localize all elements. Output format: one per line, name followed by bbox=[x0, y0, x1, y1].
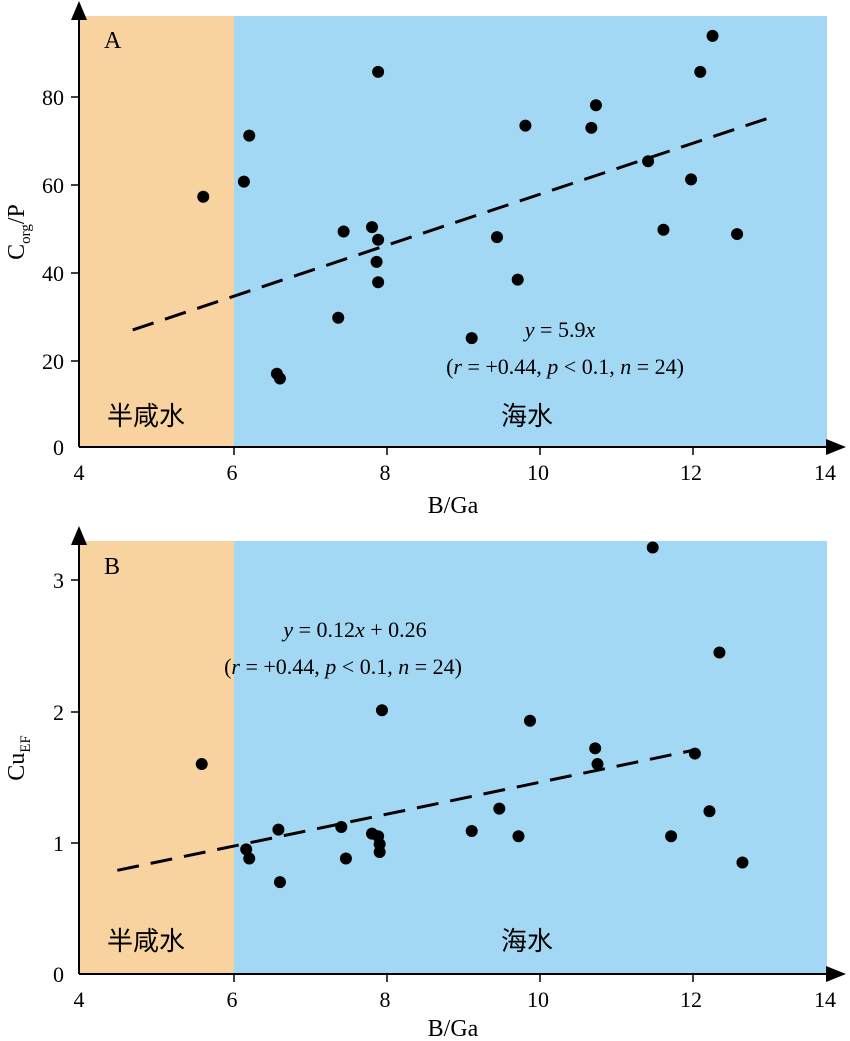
panel-b-fit-line bbox=[117, 748, 697, 872]
panel-a-equation: y = 5.9x bbox=[523, 317, 596, 342]
panel-a-data-point bbox=[491, 231, 504, 244]
panel-a-x-axis-title: B/Ga bbox=[428, 493, 479, 519]
panel-a-data-point bbox=[706, 29, 719, 42]
panel-a-data-point bbox=[237, 175, 250, 188]
panel-a-y-tick-label: 80 bbox=[42, 85, 64, 110]
panel-a-fit-line bbox=[132, 115, 774, 332]
panel-a: A 半咸水 海水 4 6 8 10 12 14 0 20 40 60 80 B/… bbox=[4, 1, 846, 519]
panel-a-data-point bbox=[337, 225, 350, 238]
panel-a-data-point bbox=[511, 273, 524, 286]
panel-a-data-point bbox=[197, 190, 210, 203]
panel-a-data-point bbox=[332, 311, 345, 324]
panel-a-brackish-label: 半咸水 bbox=[107, 402, 185, 432]
panel-a-x-tick-label: 14 bbox=[814, 460, 836, 485]
panel-b-data-point bbox=[665, 830, 678, 843]
panel-a-x-tick-label: 12 bbox=[680, 460, 702, 485]
panel-a-seawater-region bbox=[234, 16, 827, 447]
panel-a-data-point bbox=[465, 332, 478, 345]
panel-b-data-point bbox=[591, 758, 604, 771]
panel-a-data-point bbox=[694, 65, 707, 78]
panel-a-statistics: (r = +0.44, p < 0.1, n = 24) bbox=[446, 354, 684, 379]
panel-b-seawater-region bbox=[234, 541, 827, 974]
panel-b-y-tick-label: 1 bbox=[53, 831, 64, 856]
panel-b-data-point bbox=[688, 747, 701, 760]
panel-a-label: A bbox=[104, 28, 122, 54]
panel-b-x-tick-label: 4 bbox=[74, 987, 85, 1012]
panel-b-y-axis-arrow bbox=[71, 526, 87, 545]
panel-b-data-point bbox=[272, 823, 285, 836]
panel-a-data-point bbox=[372, 233, 385, 246]
panel-a-y-axis-title: Corg/P bbox=[4, 204, 34, 260]
panel-b-x-axis-arrow bbox=[826, 966, 846, 982]
panel-a-data-point bbox=[273, 372, 286, 385]
panel-b-data-point bbox=[335, 821, 348, 834]
panel-a-data-point bbox=[731, 228, 744, 241]
panel-a-x-axis-arrow bbox=[826, 439, 846, 455]
panel-b-data-point bbox=[703, 805, 716, 818]
panel-b-y-tick-label: 3 bbox=[53, 568, 64, 593]
panel-a-data-point bbox=[370, 255, 383, 268]
panel-a-data-point bbox=[372, 276, 385, 289]
panel-a-data-point bbox=[585, 121, 598, 134]
panel-b-brackish-label: 半咸水 bbox=[107, 927, 185, 957]
panel-a-data-point bbox=[642, 155, 655, 168]
panel-b-x-axis-title: B/Ga bbox=[428, 1016, 479, 1041]
panel-a-x-tick-label: 10 bbox=[527, 460, 549, 485]
panel-b-data-point bbox=[243, 852, 256, 865]
panel-a-data-point bbox=[365, 221, 378, 234]
panel-a-points bbox=[197, 29, 744, 385]
panel-a-x-tick-label: 8 bbox=[380, 460, 391, 485]
panel-b-points bbox=[195, 541, 749, 889]
panel-b-brackish-region bbox=[79, 541, 234, 974]
panel-b-data-point bbox=[713, 646, 726, 659]
panel-a-brackish-region bbox=[79, 16, 234, 447]
panel-b-y-tick-label: 2 bbox=[53, 700, 64, 725]
panel-b-x-tick-label: 10 bbox=[527, 987, 549, 1012]
panel-b-data-point bbox=[512, 830, 525, 843]
panel-b-x-tick-label: 12 bbox=[680, 987, 702, 1012]
panel-b-y-axis-title: CuEF bbox=[4, 735, 34, 781]
panel-a-y-tick-label: 0 bbox=[53, 435, 64, 460]
panel-a-y-tick-label: 60 bbox=[42, 173, 64, 198]
panel-b-label: B bbox=[104, 554, 120, 580]
panel-b-fit-line-group bbox=[117, 748, 697, 872]
panel-b-data-point bbox=[736, 856, 749, 869]
panel-a-data-point bbox=[243, 129, 256, 142]
panel-a-y-axis-arrow bbox=[71, 1, 87, 20]
panel-a-fit-line-group bbox=[132, 115, 774, 332]
panel-b-seawater-label: 海水 bbox=[501, 927, 553, 957]
panel-b-data-point bbox=[195, 758, 208, 771]
panel-b-statistics: (r = +0.44, p < 0.1, n = 24) bbox=[224, 654, 462, 679]
panel-b-x-tick-label: 6 bbox=[227, 987, 238, 1012]
panel-b-data-point bbox=[523, 714, 536, 727]
panel-a-y-tick-label: 20 bbox=[42, 349, 64, 374]
panel-a-data-point bbox=[589, 99, 602, 112]
panel-b-data-point bbox=[646, 541, 659, 554]
panel-b-data-point bbox=[240, 843, 253, 856]
panel-b-x-tick-label: 8 bbox=[380, 987, 391, 1012]
panel-a-x-tick-label: 6 bbox=[227, 460, 238, 485]
panel-b-data-point bbox=[375, 704, 388, 717]
panel-b-data-point bbox=[465, 824, 478, 837]
panel-b-data-point bbox=[339, 852, 352, 865]
panel-b-data-point bbox=[373, 845, 386, 858]
panel-a-y-tick-label: 40 bbox=[42, 261, 64, 286]
panel-b-equation: y = 0.12x + 0.26 bbox=[281, 617, 426, 642]
panel-b-y-tick-label: 0 bbox=[53, 962, 64, 987]
panel-b-x-tick-label: 14 bbox=[814, 987, 836, 1012]
panel-b: B 半咸水 海水 4 6 8 10 12 14 0 1 2 3 B/Ga CuE… bbox=[4, 526, 846, 1041]
panel-a-x-tick-label: 4 bbox=[74, 460, 85, 485]
panel-a-data-point bbox=[519, 119, 532, 132]
panel-b-data-point bbox=[493, 802, 506, 815]
panel-a-seawater-label: 海水 bbox=[501, 402, 553, 432]
panel-a-data-point bbox=[657, 223, 670, 236]
panel-b-data-point bbox=[589, 742, 602, 755]
panel-b-data-point bbox=[273, 876, 286, 889]
panel-a-data-point bbox=[685, 173, 698, 186]
panel-a-data-point bbox=[372, 65, 385, 78]
